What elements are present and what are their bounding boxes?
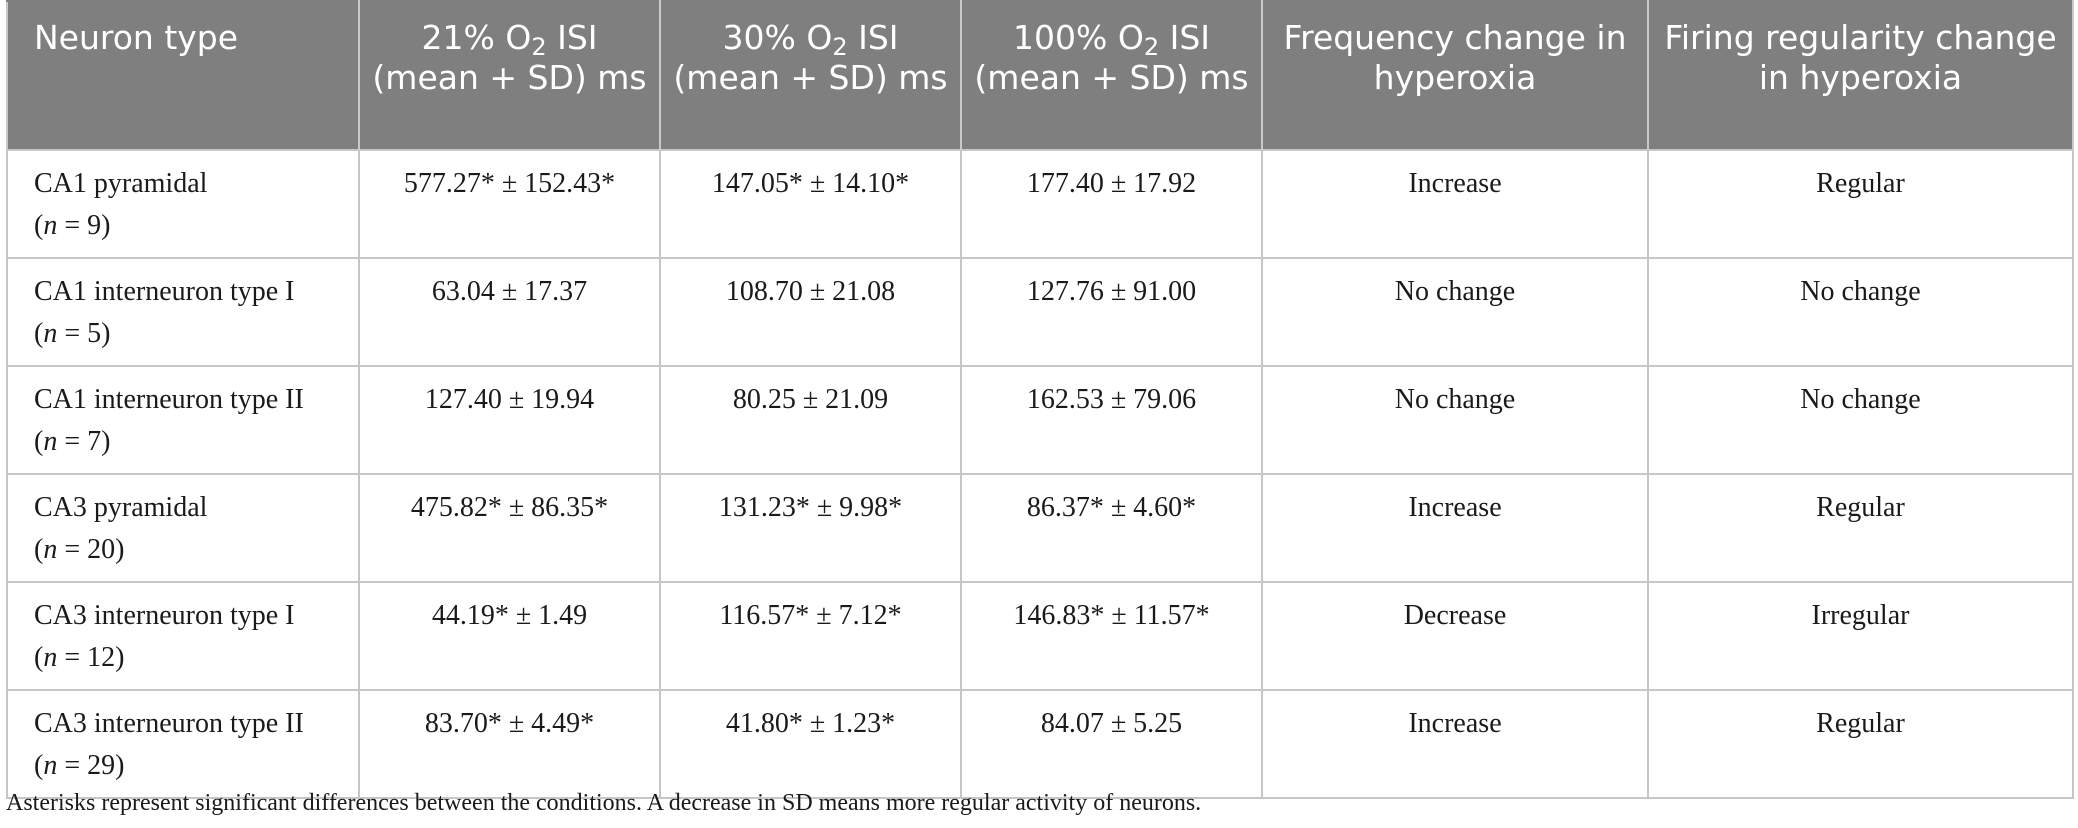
table-row: CA3 pyramidal (n = 20) 475.82* ± 86.35* 1… [6, 473, 2074, 583]
isi-21-cell: 475.82* ± 86.35* [358, 473, 661, 583]
neuron-type-cell: CA3 interneuron type II (n = 29) [6, 689, 360, 799]
header-regularity-change: Firing regularity change in hyperoxia [1647, 0, 2074, 150]
header-100-o2-isi: 100% O2 ISI (mean + SD) ms [960, 0, 1263, 150]
header-frequency-change: Frequency change in hyperoxia [1261, 0, 1649, 150]
regularity-change-cell: No change [1647, 365, 2074, 475]
regularity-change-cell: Regular [1647, 149, 2074, 259]
isi-30-cell: 116.57* ± 7.12* [659, 581, 962, 691]
header-21-o2-isi: 21% O2 ISI (mean + SD) ms [358, 0, 661, 150]
regularity-change-cell: Irregular [1647, 581, 2074, 691]
sample-size: (n = 9) [34, 210, 111, 241]
sample-size: (n = 20) [34, 534, 125, 565]
table-footnote: Asterisks represent significant differen… [6, 790, 1202, 816]
isi-100-cell: 146.83* ± 11.57* [960, 581, 1263, 691]
isi-100-cell: 84.07 ± 5.25 [960, 689, 1263, 799]
isi-30-cell: 131.23* ± 9.98* [659, 473, 962, 583]
isi-21-cell: 127.40 ± 19.94 [358, 365, 661, 475]
regularity-change-cell: Regular [1647, 689, 2074, 799]
neuron-type-cell: CA1 interneuron type I (n = 5) [6, 257, 360, 367]
frequency-change-cell: Increase [1261, 689, 1649, 799]
neuron-type-cell: CA1 interneuron type II (n = 7) [6, 365, 360, 475]
isi-30-cell: 108.70 ± 21.08 [659, 257, 962, 367]
isi-21-cell: 577.27* ± 152.43* [358, 149, 661, 259]
header-30-o2-isi: 30% O2 ISI (mean + SD) ms [659, 0, 962, 150]
isi-30-cell: 41.80* ± 1.23* [659, 689, 962, 799]
table-row: CA3 interneuron type I (n = 12) 44.19* ± … [6, 581, 2074, 691]
isi-30-cell: 147.05* ± 14.10* [659, 149, 962, 259]
isi-30-cell: 80.25 ± 21.09 [659, 365, 962, 475]
neuron-isi-table: Neuron type 21% O2 ISI (mean + SD) ms 30… [6, 0, 2074, 799]
frequency-change-cell: Decrease [1261, 581, 1649, 691]
regularity-change-cell: No change [1647, 257, 2074, 367]
neuron-type-cell: CA3 interneuron type I (n = 12) [6, 581, 360, 691]
data-table-container: Neuron type 21% O2 ISI (mean + SD) ms 30… [6, 0, 2074, 799]
isi-21-cell: 63.04 ± 17.37 [358, 257, 661, 367]
table-row: CA3 interneuron type II (n = 29) 83.70* ±… [6, 689, 2074, 799]
neuron-type-cell: CA3 pyramidal (n = 20) [6, 473, 360, 583]
frequency-change-cell: No change [1261, 365, 1649, 475]
isi-100-cell: 177.40 ± 17.92 [960, 149, 1263, 259]
regularity-change-cell: Regular [1647, 473, 2074, 583]
isi-100-cell: 127.76 ± 91.00 [960, 257, 1263, 367]
frequency-change-cell: Increase [1261, 149, 1649, 259]
isi-21-cell: 83.70* ± 4.49* [358, 689, 661, 799]
sample-size: (n = 29) [34, 750, 125, 781]
table-row: CA1 interneuron type II (n = 7) 127.40 ± … [6, 365, 2074, 475]
table-row: CA1 interneuron type I (n = 5) 63.04 ± 17… [6, 257, 2074, 367]
neuron-type-cell: CA1 pyramidal (n = 9) [6, 149, 360, 259]
sample-size: (n = 7) [34, 426, 111, 457]
table-header-row: Neuron type 21% O2 ISI (mean + SD) ms 30… [6, 0, 2074, 150]
header-neuron-type: Neuron type [6, 0, 360, 150]
sample-size: (n = 5) [34, 318, 111, 349]
isi-21-cell: 44.19* ± 1.49 [358, 581, 661, 691]
isi-100-cell: 162.53 ± 79.06 [960, 365, 1263, 475]
table-row: CA1 pyramidal (n = 9) 577.27* ± 152.43* 1… [6, 149, 2074, 259]
frequency-change-cell: Increase [1261, 473, 1649, 583]
isi-100-cell: 86.37* ± 4.60* [960, 473, 1263, 583]
frequency-change-cell: No change [1261, 257, 1649, 367]
sample-size: (n = 12) [34, 642, 125, 673]
